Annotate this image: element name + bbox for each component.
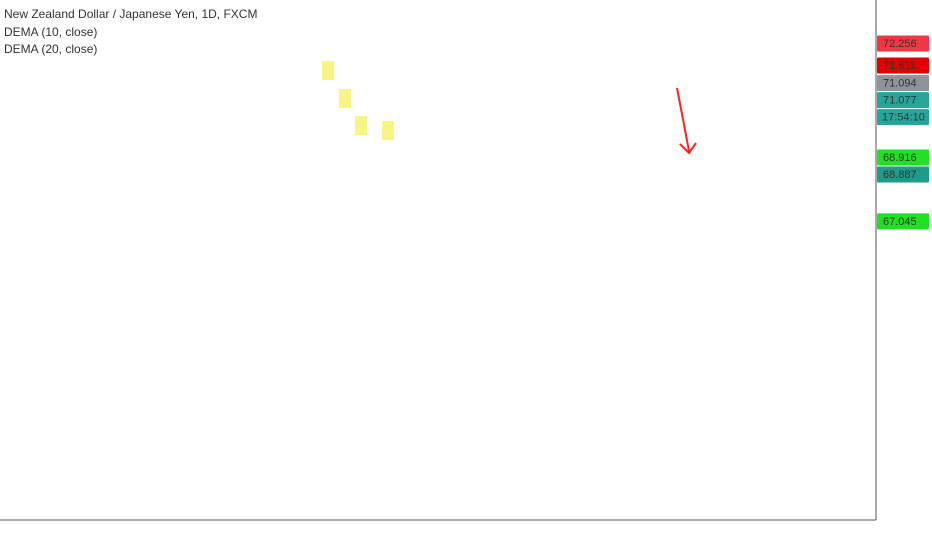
price-label-bg: [877, 92, 929, 109]
highlights: [322, 61, 394, 140]
price-label-bg: [877, 57, 929, 74]
price-label: 67.045: [877, 213, 929, 230]
price-label: 68.916: [877, 149, 929, 166]
arrow-head: [679, 142, 697, 155]
highlight: [322, 61, 334, 80]
price-label-bg: [877, 166, 929, 183]
price-label: 71.094: [877, 75, 929, 92]
price-axis-bg: [876, 0, 932, 550]
price-label-text: 67.045: [883, 216, 917, 228]
price-label-bg: [877, 149, 929, 166]
price-labels: 72.256 71.611 71.094 71.077 17:54:10 68.916 68…: [877, 35, 929, 230]
price-label-text: 68.887: [883, 169, 917, 181]
price-label-bg: [877, 35, 929, 52]
price-label-bg: [877, 75, 929, 92]
legend: New Zealand Dollar / Japanese Yen, 1D, F…: [4, 7, 257, 56]
legend-entry: DEMA (10, close): [4, 25, 97, 39]
highlight: [339, 89, 351, 108]
highlight: [382, 121, 394, 140]
price-label: 68.887: [877, 166, 929, 183]
legend-entry: DEMA (20, close): [4, 42, 97, 56]
highlight: [355, 116, 367, 135]
price-label: 71.611: [877, 57, 929, 74]
countdown-bg: [877, 109, 929, 126]
price-label-text: 71.077: [883, 95, 917, 107]
arrow: [676, 87, 697, 155]
arrow-shaft: [676, 87, 690, 152]
price-label: 71.077 17:54:10: [877, 92, 929, 126]
price-label: 72.256: [877, 35, 929, 52]
chart-title: New Zealand Dollar / Japanese Yen, 1D, F…: [4, 7, 257, 21]
price-label-text: 68.916: [883, 152, 917, 164]
countdown-text: 17:54:10: [882, 112, 925, 124]
price-label-bg: [877, 213, 929, 230]
price-label-text: 72.256: [883, 38, 917, 50]
price-label-text: 71.611: [883, 60, 916, 72]
price-label-text: 71.094: [883, 78, 917, 90]
